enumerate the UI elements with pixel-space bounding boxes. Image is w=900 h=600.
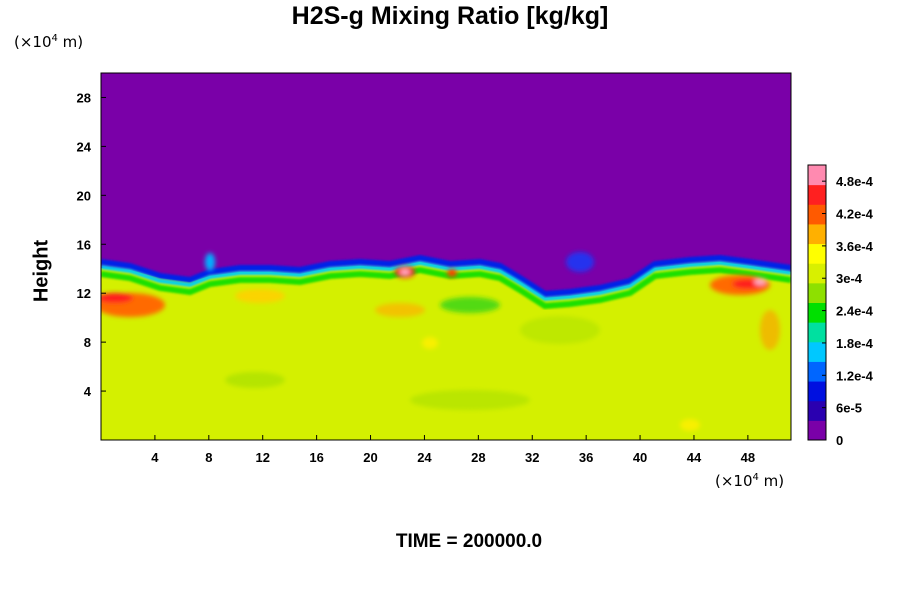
colorbar-tick-label: 6e-5 — [836, 401, 862, 416]
x-tick-label: 20 — [363, 450, 377, 465]
x-tick-label: 16 — [309, 450, 323, 465]
colorbar-segment — [808, 361, 826, 382]
colorbar-segment — [808, 400, 826, 421]
colorbar-tick-label: 1.2e-4 — [836, 368, 874, 383]
colorbar-segment — [808, 223, 826, 245]
x-axis-unit: (×104 m) — [715, 472, 785, 490]
colorbar-segment — [808, 322, 826, 343]
y-tick-label: 20 — [77, 188, 91, 203]
colorbar-tick-label: 0 — [836, 433, 843, 448]
y-tick-label: 12 — [77, 286, 91, 301]
colorbar-segment — [808, 420, 826, 441]
colorbar-segment — [808, 282, 826, 303]
y-tick-label: 8 — [84, 335, 91, 350]
field-lower-region — [101, 262, 791, 440]
y-tick-label: 4 — [84, 384, 92, 399]
y-axis-ticks: 4 8 12 16 20 24 28 — [77, 90, 106, 399]
x-axis-ticks: 4 8 12 16 20 24 28 32 36 40 44 48 — [151, 435, 755, 465]
x-tick-label: 32 — [525, 450, 539, 465]
x-tick-label: 8 — [205, 450, 212, 465]
field-interface-cyan — [101, 260, 791, 302]
colorbar-segment — [808, 204, 826, 225]
colorbar-segment — [808, 184, 826, 205]
field-features — [101, 252, 780, 431]
field-interface-blue — [101, 254, 791, 298]
colorbar-segment — [808, 381, 826, 402]
colorbar-tick-label: 3.6e-4 — [836, 239, 874, 254]
colorbar-tick-label: 4.8e-4 — [836, 174, 874, 189]
colorbar-segment — [808, 302, 826, 323]
y-tick-label: 28 — [77, 90, 91, 105]
x-tick-label: 48 — [741, 450, 755, 465]
chart-title: H2S-g Mixing Ratio [kg/kg] — [291, 2, 609, 30]
plot-frame — [100, 72, 792, 441]
colorbar-tick-label: 2.4e-4 — [836, 304, 874, 319]
x-tick-label: 4 — [151, 450, 159, 465]
x-tick-label: 40 — [633, 450, 647, 465]
colorbar-segment — [808, 165, 826, 186]
x-tick-label: 28 — [471, 450, 485, 465]
colorbar-frame — [807, 164, 827, 441]
x-tick-label: 44 — [687, 450, 702, 465]
y-axis-unit: (×104 m) — [14, 33, 84, 51]
time-label: TIME = 200000.0 — [395, 531, 543, 552]
x-tick-label: 12 — [255, 450, 269, 465]
colorbar-tick-label: 3e-4 — [836, 271, 863, 286]
y-tick-label: 24 — [77, 139, 92, 154]
colorbar: 0 6e-5 1.2e-4 1.8e-4 2.4e-4 3e-4 3.6e-4 4.2e-4 4… — [807, 164, 874, 448]
colorbar-segment — [808, 341, 826, 362]
colorbar-tick-label: 4.2e-4 — [836, 207, 874, 222]
colorbar-segment — [808, 243, 826, 264]
y-tick-label: 16 — [77, 237, 91, 252]
x-tick-label: 36 — [579, 450, 593, 465]
colorbar-tick-label: 1.8e-4 — [836, 336, 874, 351]
heatmap-field — [101, 73, 791, 440]
colorbar-segment — [808, 263, 826, 284]
x-tick-label: 24 — [417, 450, 432, 465]
